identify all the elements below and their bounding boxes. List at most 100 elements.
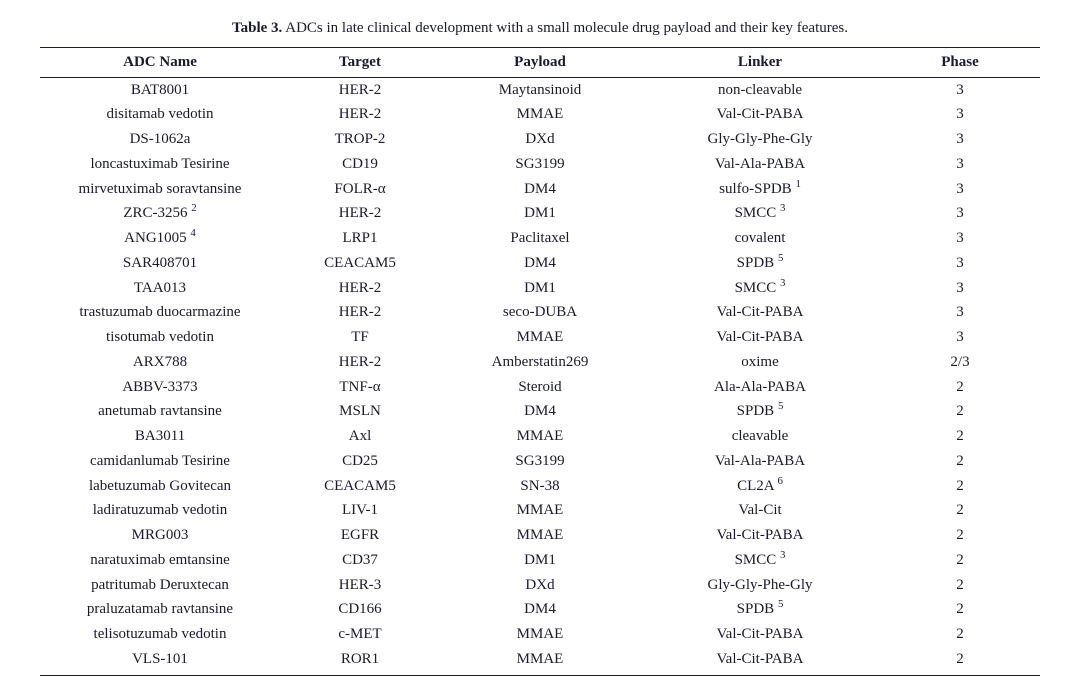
cell-payload: MMAE [440,326,640,351]
cell-adc-name-text: ZRC-3256 [123,205,191,221]
cell-target: HER-2 [280,103,440,128]
cell-linker: SPDB 5 [640,400,880,425]
cell-adc-name-text: ARX788 [133,354,187,370]
cell-target: EGFR [280,524,440,549]
cell-adc-name: SAR408701 [40,251,280,276]
cell-payload: DM1 [440,202,640,227]
cell-payload: DM1 [440,548,640,573]
cell-payload: DM4 [440,598,640,623]
cell-linker-text: non-cleavable [718,82,802,98]
cell-linker-text: Gly-Gly-Phe-Gly [708,131,813,147]
cell-phase: 2 [880,598,1040,623]
cell-linker: Val-Cit-PABA [640,326,880,351]
cell-payload: MMAE [440,103,640,128]
cell-linker: Val-Cit-PABA [640,301,880,326]
cell-adc-name: VLS-101 [40,647,280,675]
caption-text: ADCs in late clinical development with a… [282,20,848,36]
cell-adc-name-text: ABBV-3373 [122,379,197,395]
cell-phase: 3 [880,251,1040,276]
cell-adc-name-text: TAA013 [134,280,186,296]
cell-adc-name: ANG1005 4 [40,227,280,252]
table-row: ANG1005 4LRP1Paclitaxelcovalent3 [40,227,1040,252]
cell-target: CD166 [280,598,440,623]
cell-target: Axl [280,425,440,450]
cell-phase: 3 [880,103,1040,128]
cell-adc-name-text: telisotuzumab vedotin [94,626,227,642]
table-row: ARX788HER-2Amberstatin269oxime2/3 [40,350,1040,375]
cell-linker: Ala-Ala-PABA [640,375,880,400]
cell-linker-text: SMCC [735,552,780,568]
table-row: disitamab vedotinHER-2MMAEVal-Cit-PABA3 [40,103,1040,128]
table-row: BA3011AxlMMAEcleavable2 [40,425,1040,450]
cell-linker: SMCC 3 [640,548,880,573]
cell-payload: DM1 [440,276,640,301]
cell-linker: Val-Cit-PABA [640,524,880,549]
cell-target: FOLR-α [280,177,440,202]
cell-target: CEACAM5 [280,474,440,499]
cell-linker-text: Val-Cit-PABA [717,651,804,667]
table-row: tisotumab vedotinTFMMAEVal-Cit-PABA3 [40,326,1040,351]
cell-adc-name-text: praluzatamab ravtansine [87,601,233,617]
cell-target: TROP-2 [280,128,440,153]
cell-target: ROR1 [280,647,440,675]
cell-linker-sup: 3 [780,549,785,561]
cell-phase: 2 [880,573,1040,598]
cell-linker-text: SPDB [737,403,778,419]
table-row: mirvetuximab soravtansineFOLR-αDM4sulfo-… [40,177,1040,202]
cell-linker: Val-Ala-PABA [640,449,880,474]
cell-adc-name-text: BA3011 [135,428,185,444]
cell-target: HER-3 [280,573,440,598]
table-row: SAR408701CEACAM5DM4SPDB 53 [40,251,1040,276]
table-row: ladiratuzumab vedotinLIV-1MMAEVal-Cit2 [40,499,1040,524]
cell-payload: DXd [440,128,640,153]
cell-linker-text: SMCC [735,205,780,221]
cell-target: LIV-1 [280,499,440,524]
table-row: TAA013HER-2DM1SMCC 33 [40,276,1040,301]
cell-adc-name-text: patritumab Deruxtecan [91,577,229,593]
cell-adc-name: trastuzumab duocarmazine [40,301,280,326]
header-row: ADC Name Target Payload Linker Phase [40,48,1040,78]
table-row: MRG003EGFRMMAEVal-Cit-PABA2 [40,524,1040,549]
cell-phase: 2 [880,499,1040,524]
cell-linker-sup: 3 [780,277,785,289]
cell-linker: sulfo-SPDB 1 [640,177,880,202]
cell-phase: 2 [880,375,1040,400]
cell-phase: 3 [880,227,1040,252]
cell-linker-text: Val-Ala-PABA [715,156,805,172]
cell-adc-name-text: labetuzumab Govitecan [89,478,231,494]
cell-adc-name: ABBV-3373 [40,375,280,400]
cell-phase: 3 [880,128,1040,153]
cell-adc-name-text: tisotumab vedotin [106,329,214,345]
cell-phase: 2 [880,524,1040,549]
cell-adc-name: tisotumab vedotin [40,326,280,351]
cell-payload: DXd [440,573,640,598]
cell-adc-name-text: ladiratuzumab vedotin [93,502,228,518]
cell-linker-text: Gly-Gly-Phe-Gly [708,577,813,593]
cell-payload: Amberstatin269 [440,350,640,375]
cell-payload: MMAE [440,499,640,524]
table-row: VLS-101ROR1MMAEVal-Cit-PABA2 [40,647,1040,675]
col-phase: Phase [880,48,1040,78]
cell-payload: DM4 [440,251,640,276]
cell-linker-text: cleavable [732,428,789,444]
cell-target: CD37 [280,548,440,573]
cell-payload: DM4 [440,177,640,202]
cell-adc-name: MRG003 [40,524,280,549]
cell-adc-name: BAT8001 [40,78,280,103]
cell-linker-sup: 3 [780,202,785,214]
cell-linker-text: oxime [741,354,779,370]
col-payload: Payload [440,48,640,78]
cell-payload: SG3199 [440,449,640,474]
cell-adc-name: ladiratuzumab vedotin [40,499,280,524]
table-body: BAT8001HER-2Maytansinoidnon-cleavable3di… [40,78,1040,676]
cell-phase: 3 [880,177,1040,202]
col-linker: Linker [640,48,880,78]
cell-payload: SG3199 [440,152,640,177]
cell-linker: SMCC 3 [640,276,880,301]
cell-payload: SN-38 [440,474,640,499]
cell-adc-name: DS-1062a [40,128,280,153]
cell-linker: Gly-Gly-Phe-Gly [640,573,880,598]
cell-linker-text: SMCC [735,280,780,296]
adc-table: ADC Name Target Payload Linker Phase BAT… [40,47,1040,676]
cell-linker: Gly-Gly-Phe-Gly [640,128,880,153]
